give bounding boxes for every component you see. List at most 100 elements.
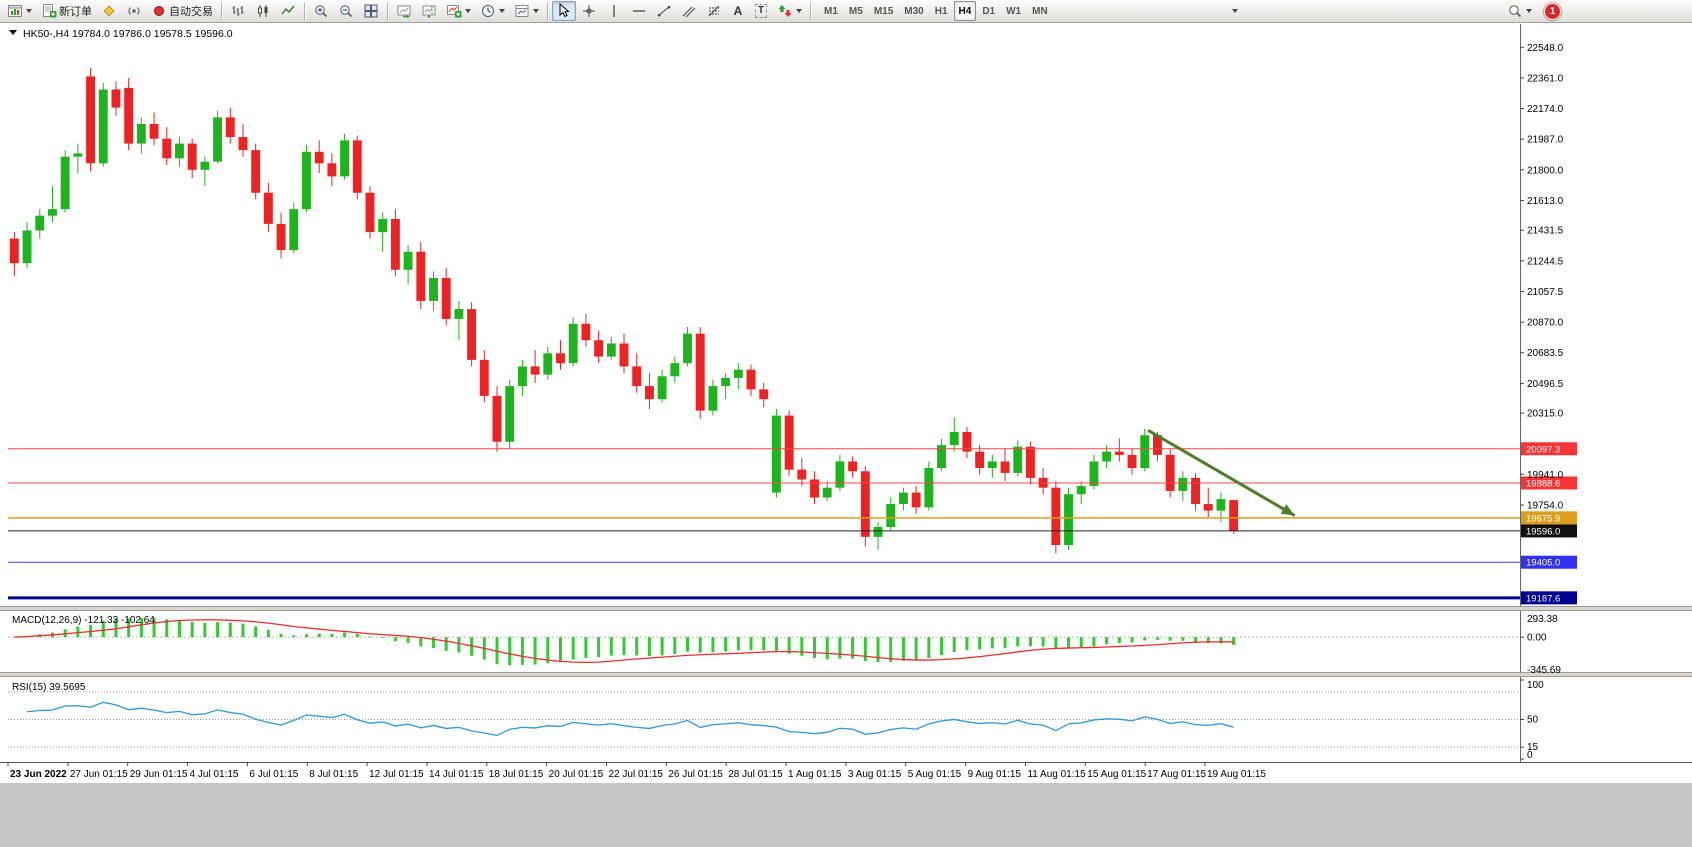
price-line-19888.6[interactable]: 19888.6 (8, 476, 1577, 490)
auto-trading-button[interactable]: 自动交易 (147, 1, 217, 21)
candle (543, 353, 553, 375)
zoom-in-button[interactable] (309, 1, 333, 21)
text-button[interactable]: A (727, 1, 749, 21)
new-chart-button[interactable] (3, 1, 36, 21)
trendline-icon (658, 6, 671, 17)
candle (632, 366, 642, 387)
candle (1102, 451, 1112, 462)
price-line-19187.6[interactable]: 19187.6 (8, 591, 1577, 605)
svg-text:HK50-,H4 19784.0 19786.0 1957: HK50-,H4 19784.0 19786.0 19578.5 19596.0 (23, 28, 233, 40)
candle (835, 461, 845, 488)
price-line-19675.9[interactable]: 19675.9 (8, 511, 1577, 525)
channel-button[interactable] (677, 1, 701, 21)
bar-chart-button[interactable] (226, 1, 250, 21)
candle (111, 89, 121, 108)
vertical-line-button[interactable] (602, 1, 626, 21)
dropdown-caret (499, 9, 505, 13)
tile-windows-icon (364, 4, 378, 18)
candle (1178, 477, 1188, 491)
candle (949, 431, 959, 446)
macd-panel[interactable]: MACD(12,26,9) -121.33 -102.64 293.38 0.00 -… (8, 614, 1561, 676)
svg-text:27 Jun 01:15: 27 Jun 01:15 (70, 769, 128, 780)
text-label-button[interactable]: T (750, 1, 772, 21)
timeframe-button-m1[interactable]: M1 (824, 5, 838, 17)
dropdown-caret (26, 9, 32, 13)
candle (1076, 486, 1086, 495)
svg-text:19941.0: 19941.0 (1527, 470, 1564, 481)
search-button[interactable] (1503, 1, 1536, 21)
dropdown-caret (465, 9, 471, 13)
candle (340, 140, 350, 177)
time-axis[interactable]: 23 Jun 2022 27 Jun 01:15 29 Jun 01:15 4 Jul… (7, 762, 1266, 780)
candle (517, 366, 527, 387)
svg-text:21244.5: 21244.5 (1527, 256, 1564, 267)
svg-text:22548.0: 22548.0 (1527, 43, 1564, 54)
candlestick-button[interactable] (251, 1, 275, 21)
new-order-button[interactable]: 新订单 (37, 1, 96, 21)
price-line-19405.0[interactable]: 19405.0 (8, 555, 1577, 569)
toolbar-separator (221, 2, 222, 20)
candle (1114, 451, 1124, 455)
timeframe-button-m30[interactable]: M30 (904, 5, 924, 17)
candle (1089, 461, 1099, 487)
price-axis[interactable]: 22548.0 22361.0 22174.0 21987.0 21800.0 21613… (1520, 24, 1564, 762)
metaeditor-icon (103, 5, 115, 17)
indicators-button[interactable] (442, 1, 475, 21)
dropdown-caret (796, 9, 802, 13)
svg-text:19 Aug 01:15: 19 Aug 01:15 (1207, 769, 1266, 780)
timeframe-button-mn[interactable]: MN (1032, 5, 1048, 17)
tile-windows-button[interactable] (359, 1, 383, 21)
new-order-icon (43, 4, 57, 18)
trendline-button[interactable] (652, 1, 676, 21)
candle (695, 333, 705, 411)
panel-splitter[interactable] (0, 606, 1692, 611)
toolbar-separator (304, 2, 305, 20)
price-line-20097.3[interactable]: 20097.3 (8, 442, 1577, 456)
metaeditor-button[interactable] (97, 1, 121, 21)
horizontal-line-button[interactable] (627, 1, 651, 21)
candle (594, 340, 604, 357)
broadcast-button[interactable] (122, 1, 146, 21)
candle (1013, 446, 1023, 473)
cursor-button[interactable] (552, 1, 576, 21)
timeframe-button-h4[interactable]: H4 (953, 1, 977, 21)
notification-badge[interactable]: 1 (1544, 2, 1561, 20)
candlestick-chart[interactable]: 20097.3 19888.6 19675.9 19596.0 19405.0 19187… (0, 23, 1692, 847)
candle (1191, 477, 1200, 505)
toolbar-overflow-button[interactable] (1224, 1, 1246, 21)
svg-text:19187.6: 19187.6 (1526, 593, 1560, 604)
fibonacci-button[interactable] (702, 1, 726, 21)
candle (416, 251, 426, 301)
candle (429, 277, 438, 301)
templates-button[interactable] (510, 1, 543, 21)
crosshair-button[interactable] (577, 1, 601, 21)
panel-splitter[interactable] (0, 672, 1692, 677)
zoom-out-button[interactable] (334, 1, 358, 21)
timeframe-button-m15[interactable]: M15 (873, 5, 894, 17)
timeframe-button-m5[interactable]: M5 (848, 5, 863, 17)
chart-menu-toggle[interactable] (9, 30, 17, 35)
chart-shift-button[interactable] (417, 1, 441, 21)
candle (327, 163, 337, 177)
line-chart-button[interactable] (276, 1, 300, 21)
candle (9, 238, 19, 264)
candle (797, 469, 807, 480)
trend-arrow[interactable] (1147, 429, 1296, 517)
timeframe-button-h1[interactable]: H1 (934, 5, 948, 17)
svg-text:6 Jul 01:15: 6 Jul 01:15 (249, 769, 298, 780)
search-icon (1509, 5, 1522, 18)
arrows-button[interactable] (773, 1, 806, 21)
candle (441, 277, 451, 319)
price-line-19596.0[interactable]: 19596.0 (8, 524, 1577, 538)
label-tool-icon: T (754, 4, 768, 18)
auto-scroll-button[interactable] (392, 1, 416, 21)
candle (1025, 446, 1035, 478)
svg-text:18 Jul 01:15: 18 Jul 01:15 (489, 769, 544, 780)
candle (924, 468, 934, 508)
timeframe-button-w1[interactable]: W1 (1006, 5, 1022, 17)
main-toolbar: 新订单 自动交易 (0, 0, 1692, 23)
chart-area[interactable]: 20097.3 19888.6 19675.9 19596.0 19405.0 19187… (0, 23, 1692, 847)
period-clock-button[interactable] (476, 1, 509, 21)
timeframe-button-d1[interactable]: D1 (982, 5, 996, 17)
rsi-panel[interactable]: RSI(15) 39.5695 100 50 150 (8, 679, 1544, 761)
